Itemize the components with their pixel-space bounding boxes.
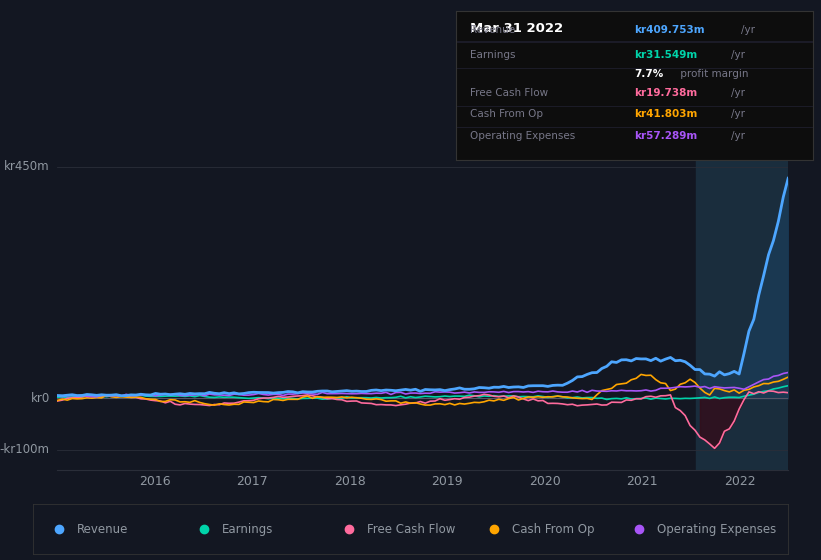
Text: /yr: /yr [731, 132, 745, 142]
Text: Operating Expenses: Operating Expenses [470, 132, 576, 142]
Bar [695, 151, 808, 470]
Text: Earnings: Earnings [222, 522, 273, 536]
Text: Operating Expenses: Operating Expenses [657, 522, 776, 536]
Text: Cash From Op: Cash From Op [511, 522, 594, 536]
Text: -kr100m: -kr100m [0, 444, 50, 456]
Text: 7.7%: 7.7% [635, 69, 663, 79]
Text: kr409.753m: kr409.753m [635, 25, 705, 35]
Text: /yr: /yr [731, 50, 745, 60]
Text: kr19.738m: kr19.738m [635, 88, 698, 99]
Text: kr57.289m: kr57.289m [635, 132, 698, 142]
Text: Revenue: Revenue [470, 25, 515, 35]
Text: /yr: /yr [731, 88, 745, 99]
Text: Free Cash Flow: Free Cash Flow [470, 88, 548, 99]
Text: kr0: kr0 [30, 392, 50, 405]
Text: /yr: /yr [731, 109, 745, 119]
Text: Free Cash Flow: Free Cash Flow [367, 522, 455, 536]
Text: kr450m: kr450m [4, 160, 50, 173]
Text: kr41.803m: kr41.803m [635, 109, 698, 119]
Text: profit margin: profit margin [677, 69, 749, 79]
Text: Mar 31 2022: Mar 31 2022 [470, 22, 563, 35]
Text: Cash From Op: Cash From Op [470, 109, 543, 119]
Text: kr31.549m: kr31.549m [635, 50, 698, 60]
Text: /yr: /yr [741, 25, 755, 35]
Text: Earnings: Earnings [470, 50, 516, 60]
Text: Revenue: Revenue [76, 522, 128, 536]
